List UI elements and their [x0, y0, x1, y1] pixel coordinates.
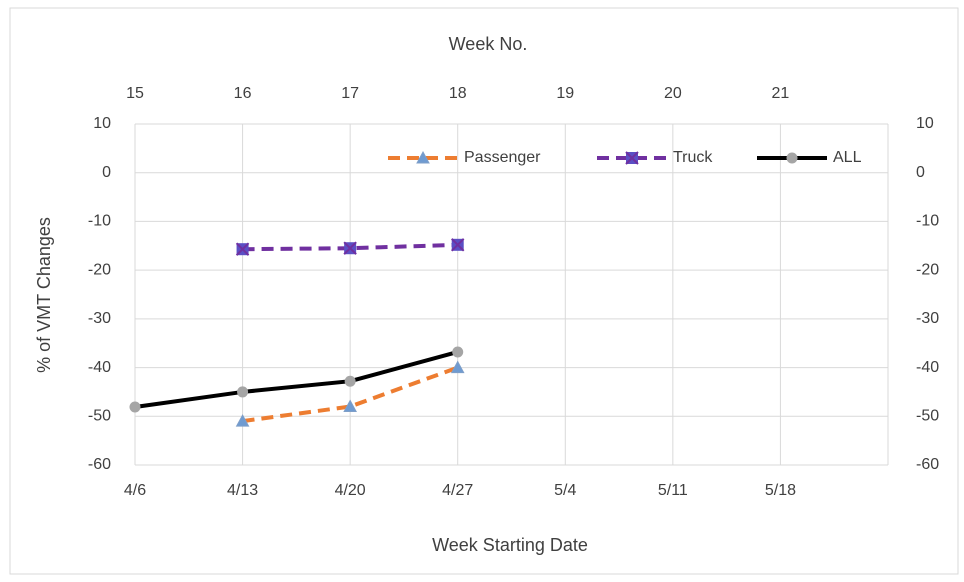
marker [344, 375, 356, 387]
y-tick-label: -20 [88, 261, 111, 278]
top-tick-label: 16 [234, 85, 252, 102]
marker [237, 386, 249, 398]
y2-tick-label: -40 [916, 359, 939, 376]
top-tick-label: 18 [449, 85, 467, 102]
top-tick-label: 15 [126, 85, 144, 102]
y2-tick-label: -30 [916, 310, 939, 327]
y2-tick-label: -10 [916, 213, 939, 230]
chart-border [9, 7, 959, 575]
top-tick-label: 19 [556, 85, 574, 102]
x-tick-label: 5/18 [765, 482, 796, 499]
marker [451, 238, 465, 252]
y2-tick-label: 0 [916, 164, 925, 181]
y2-tick-label: -60 [916, 456, 939, 473]
series-line [134, 350, 459, 410]
y-tick-label: 10 [93, 115, 111, 132]
legend-label: ALL [833, 149, 862, 166]
top-tick-label: 21 [772, 85, 790, 102]
marker [235, 414, 250, 427]
x-axis-title: Week Starting Date [432, 535, 588, 555]
marker [416, 150, 430, 164]
marker [343, 241, 357, 255]
y-tick-label: -10 [88, 213, 111, 230]
series-line [242, 242, 458, 252]
marker [235, 242, 250, 256]
x-tick-label: 4/13 [227, 482, 258, 499]
top-tick-label: 17 [341, 85, 359, 102]
x-tick-label: 5/11 [658, 482, 688, 499]
marker [786, 152, 798, 164]
marker [343, 399, 357, 413]
x-tick-label: 4/6 [124, 482, 146, 499]
y2-tick-label: 10 [916, 115, 934, 132]
y-axis-title: % of VMT Changes [34, 217, 54, 373]
marker [452, 346, 464, 358]
y-tick-label: -30 [88, 310, 111, 327]
top-axis-title: Week No. [449, 34, 528, 54]
y2-tick-label: -50 [916, 408, 939, 425]
x-tick-label: 4/20 [335, 482, 366, 499]
x-tick-label: 5/4 [554, 482, 576, 499]
legend-label: Truck [673, 149, 713, 166]
x-tick-label: 4/27 [442, 482, 473, 499]
y-tick-label: -60 [88, 456, 111, 473]
y-tick-label: -50 [88, 408, 111, 425]
marker [625, 151, 639, 165]
y-tick-label: 0 [102, 164, 111, 181]
y-tick-label: -40 [88, 359, 111, 376]
marker [450, 360, 465, 374]
marker [129, 401, 141, 413]
y2-tick-label: -20 [916, 261, 939, 278]
top-tick-label: 20 [664, 85, 682, 102]
legend-label: Passenger [464, 149, 541, 166]
